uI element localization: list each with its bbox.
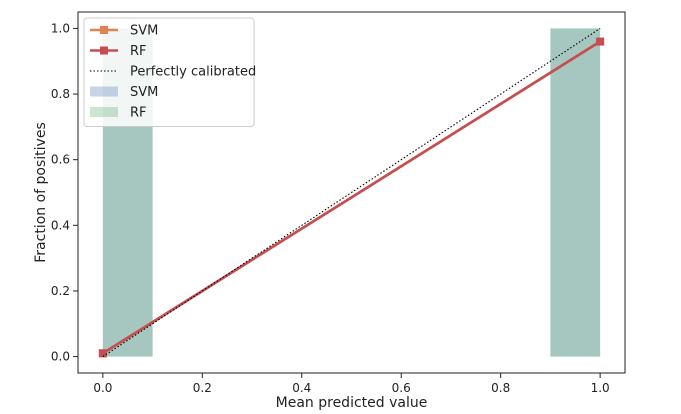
x-tick-label-1: 0.2: [193, 381, 212, 395]
legend-marker-0: [100, 26, 108, 34]
y-tick-label-0: 0.0: [51, 350, 70, 364]
y-tick-label-5: 1.0: [51, 21, 70, 35]
y-tick-label-1: 0.2: [51, 284, 70, 298]
legend-label-3: SVM: [130, 85, 158, 100]
data-point-rf-0: [98, 349, 107, 358]
histogram-bar-svm-1: [550, 28, 601, 357]
plot-frame: [77, 11, 626, 374]
legend-label-4: RF: [130, 106, 147, 121]
y-tick-label-4: 0.8: [51, 87, 70, 101]
x-axis-ticks: 0.0 0.2 0.4 0.6 0.8 1.0: [93, 373, 610, 395]
x-tick-label-0: 0.0: [93, 381, 112, 395]
legend-patch-swatch-4: [90, 107, 118, 117]
data-point-rf-1: [596, 37, 605, 46]
x-axis-label: Mean predicted value: [276, 395, 428, 411]
y-axis-label: Fraction of positives: [33, 122, 49, 263]
legend-patch-swatch-3: [90, 86, 118, 97]
legend: SVM RF Perfectly calibrated SVM RF: [83, 17, 256, 127]
y-axis-ticks: 0.0 0.2 0.4 0.6 0.8 1.0: [51, 21, 78, 364]
series-layer: [98, 27, 605, 358]
x-tick-label-5: 1.0: [591, 381, 610, 395]
x-tick-label-2: 0.4: [292, 381, 311, 395]
legend-label-0: SVM: [130, 24, 158, 39]
legend-label-2: Perfectly calibrated: [130, 65, 256, 80]
histogram-bar-rf-1: [550, 28, 601, 357]
legend-label-1: RF: [130, 44, 147, 59]
x-tick-label-4: 0.8: [491, 381, 510, 395]
series-line-rf: [102, 40, 601, 355]
x-tick-label-3: 0.6: [392, 381, 411, 395]
y-tick-label-2: 0.4: [51, 218, 70, 232]
y-tick-label-3: 0.6: [51, 153, 70, 167]
legend-marker-1: [100, 46, 108, 55]
legend-box: [83, 17, 255, 127]
reference-line-perfectly-calibrated: [102, 27, 601, 358]
